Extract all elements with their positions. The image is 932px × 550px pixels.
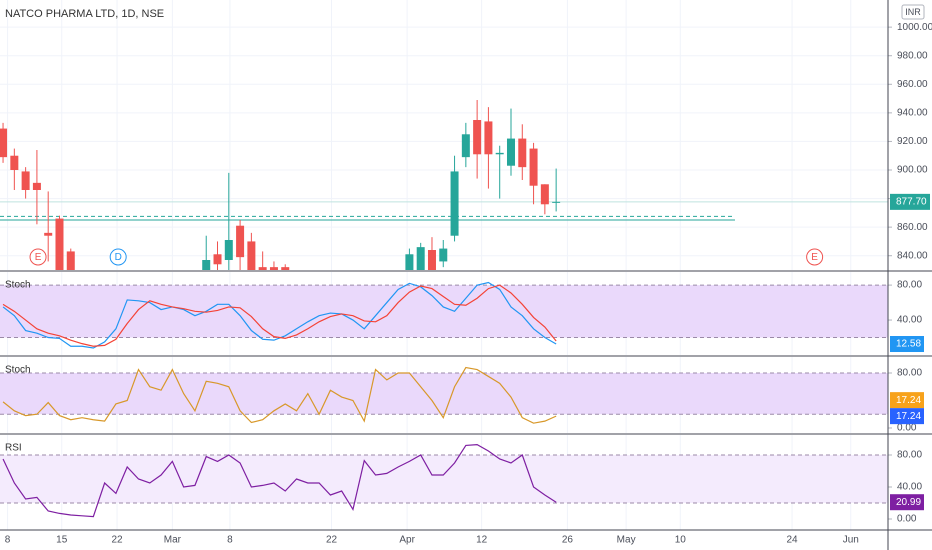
x-tick-label: 26	[562, 535, 574, 546]
pane-title: Stoch	[5, 365, 31, 376]
x-tick-label: Mar	[164, 535, 182, 546]
event-marker	[109, 248, 127, 266]
candle-body	[484, 121, 493, 155]
pane	[0, 357, 888, 433]
candle-body	[461, 134, 470, 158]
y-tick-label: 0.00	[897, 514, 917, 525]
x-tick-label: 12	[476, 535, 488, 546]
y-tick-label: 40.00	[897, 482, 922, 493]
candle-body	[529, 148, 538, 186]
value-box	[890, 494, 924, 511]
candle-body	[32, 182, 41, 190]
pane	[0, 272, 888, 355]
candle-body	[518, 138, 527, 168]
value-box-label: 12.58	[896, 339, 921, 350]
candle-body	[213, 254, 222, 265]
y-tick-label: 840.00	[897, 250, 928, 261]
candle-body	[44, 232, 53, 236]
value-box	[890, 392, 924, 409]
series-line	[2, 284, 557, 347]
candle-body	[202, 260, 211, 270]
candle-body	[224, 240, 233, 260]
y-tick-label: 0.00	[897, 423, 917, 434]
event-label: D	[115, 252, 122, 263]
candle-body	[416, 247, 425, 270]
candle-body	[21, 171, 30, 190]
y-tick-label: 900.00	[897, 165, 928, 176]
pane-title: NATCO PHARMA LTD, 1D, NSE	[5, 8, 164, 20]
x-tick-label: 8	[5, 535, 11, 546]
candle-body	[439, 248, 448, 262]
series-line	[2, 366, 557, 424]
value-box	[890, 408, 924, 425]
event-marker	[29, 248, 47, 266]
value-box-label: 20.99	[896, 497, 921, 508]
value-box-label: 17.24	[896, 411, 921, 422]
event-marker	[806, 248, 824, 266]
candle-body	[405, 254, 414, 270]
candle-body	[258, 267, 267, 270]
y-tick-label: 80.00	[897, 450, 922, 461]
candle-body	[450, 171, 459, 236]
band	[0, 455, 888, 503]
x-tick-label: 22	[111, 535, 123, 546]
y-tick-label: 980.00	[897, 50, 928, 61]
series-line	[2, 443, 557, 518]
x-tick-label: May	[617, 535, 636, 546]
y-tick-label: 80.00	[897, 280, 922, 291]
last-price-label: 877.70	[896, 196, 927, 207]
y-tick-label: 940.00	[897, 107, 928, 118]
candle-body	[10, 155, 19, 170]
pane-title: RSI	[5, 443, 22, 454]
pane-title: Stoch	[5, 280, 31, 291]
candle-body	[66, 251, 75, 270]
candle-body	[427, 250, 436, 270]
candle-body	[281, 267, 290, 270]
x-tick-label: 22	[326, 535, 338, 546]
band	[0, 285, 888, 338]
candle-body	[473, 120, 482, 155]
currency-box	[901, 4, 925, 20]
y-tick-label: 960.00	[897, 79, 928, 90]
y-tick-label: 80.00	[897, 368, 922, 379]
pane	[0, 0, 888, 270]
x-tick-label: Jun	[843, 535, 859, 546]
x-tick-label: Apr	[399, 535, 415, 546]
candle-body	[55, 218, 64, 270]
value-box	[890, 336, 924, 353]
candle-body	[552, 201, 561, 203]
x-tick-label: 10	[675, 535, 687, 546]
currency: INR	[905, 7, 921, 17]
event-label: E	[811, 252, 818, 263]
candle-body	[506, 138, 515, 166]
last-price-box	[890, 193, 930, 210]
candle-body	[269, 267, 278, 270]
candle-body	[495, 152, 504, 155]
value-box-label: 17.24	[896, 395, 921, 406]
pane	[0, 435, 888, 530]
x-tick-label: 15	[56, 535, 68, 546]
band	[0, 373, 888, 415]
y-tick-label: 920.00	[897, 136, 928, 147]
x-tick-label: 8	[227, 535, 233, 546]
y-tick-label: 860.00	[897, 222, 928, 233]
candle-body	[540, 184, 549, 205]
candle-body	[0, 128, 8, 158]
y-tick-label: 1000.00	[897, 22, 932, 33]
candle-body	[247, 241, 256, 270]
x-tick-label: 24	[786, 535, 798, 546]
y-tick-label: 40.00	[897, 315, 922, 326]
event-label: E	[35, 252, 42, 263]
candle-body	[236, 225, 245, 258]
